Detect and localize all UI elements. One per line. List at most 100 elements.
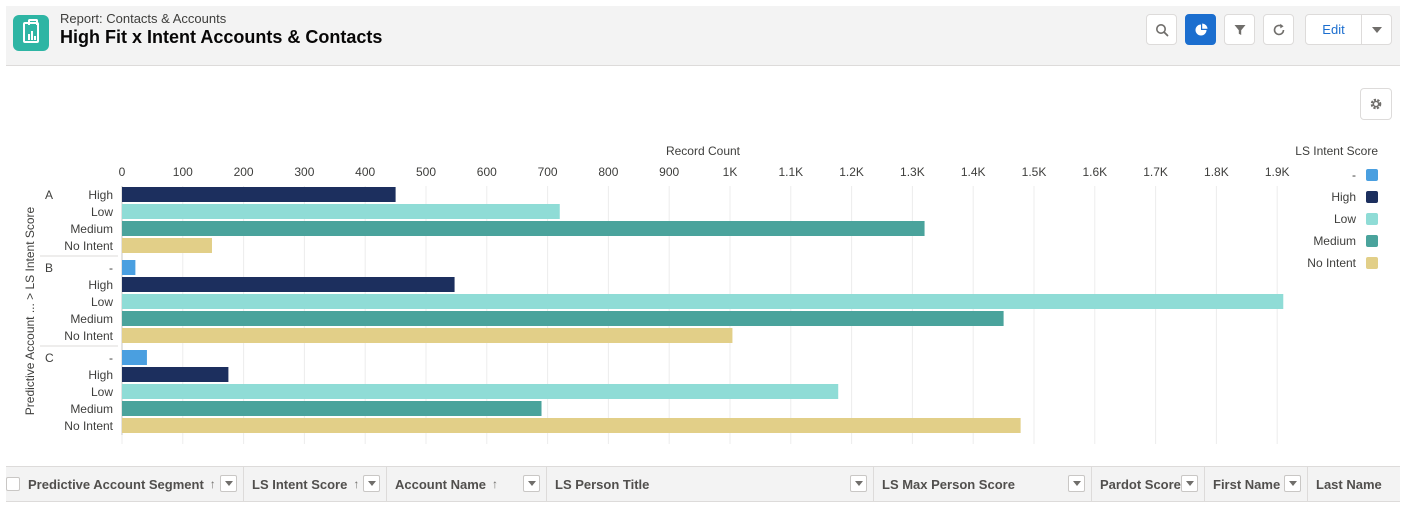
column-label: Account Name [395, 476, 487, 492]
x-tick-label: 1.5K [1022, 165, 1047, 179]
column-header-pardot-score[interactable]: Pardot Score [1092, 467, 1205, 501]
legend-swatch [1366, 213, 1378, 225]
x-tick-label: 800 [598, 165, 618, 179]
gear-icon [1370, 98, 1382, 110]
column-label: Pardot Score [1100, 476, 1181, 492]
report-header: Report: Contacts & Accounts High Fit x I… [6, 6, 1400, 66]
x-tick-label: 0 [119, 165, 126, 179]
search-icon [1155, 23, 1168, 36]
bar [122, 401, 542, 416]
legend-label: Low [1334, 212, 1356, 226]
category-label: Medium [70, 222, 113, 236]
column-header-ls-intent-score[interactable]: LS Intent Score ↑ [244, 467, 387, 501]
legend-swatch [1366, 169, 1378, 181]
column-header-first-name[interactable]: First Name [1205, 467, 1308, 501]
column-menu-button[interactable] [1284, 475, 1301, 492]
category-label: No Intent [64, 239, 113, 253]
x-axis-title: Record Count [666, 144, 741, 158]
legend-label: - [1352, 168, 1356, 182]
edit-button[interactable]: Edit [1305, 14, 1362, 45]
chevron-down-icon [1072, 481, 1081, 486]
category-label: - [109, 351, 113, 365]
search-button[interactable] [1146, 14, 1177, 45]
table-header: Predictive Account Segment ↑ LS Intent S… [6, 466, 1400, 502]
bar [122, 277, 455, 292]
column-menu-button[interactable] [850, 475, 867, 492]
column-label: Last Name [1316, 476, 1382, 492]
x-tick-label: 1K [723, 165, 738, 179]
chevron-down-icon [1371, 26, 1382, 33]
column-menu-button[interactable] [523, 475, 540, 492]
refresh-icon [1273, 23, 1284, 35]
legend-swatch [1366, 257, 1378, 269]
report-icon [13, 15, 49, 51]
category-label: No Intent [64, 419, 113, 433]
y-axis-title: Predictive Account ... > LS Intent Score [23, 206, 37, 415]
chart-toggle-button[interactable] [1185, 14, 1216, 45]
x-tick-label: 1.8K [1204, 165, 1229, 179]
x-tick-label: 300 [294, 165, 314, 179]
column-menu-button[interactable] [220, 475, 237, 492]
column-header-predictive-account-segment[interactable]: Predictive Account Segment ↑ [20, 467, 244, 501]
edit-menu-button[interactable] [1361, 14, 1392, 45]
bar [122, 187, 396, 202]
legend-title: LS Intent Score [1295, 144, 1378, 158]
category-label: Medium [70, 402, 113, 416]
filter-button[interactable] [1224, 14, 1255, 45]
column-header-last-name[interactable]: Last Name [1308, 467, 1400, 501]
x-tick-label: 1.3K [900, 165, 925, 179]
category-label: No Intent [64, 329, 113, 343]
bar-chart: Record Count Predictive Account ... > LS… [23, 144, 1378, 444]
group-label: B [45, 261, 53, 275]
bar [122, 294, 1284, 309]
x-tick-label: 100 [173, 165, 193, 179]
filter-icon [1234, 24, 1245, 35]
sort-ascending-icon: ↑ [209, 477, 216, 491]
bar [122, 367, 229, 382]
chevron-down-icon [224, 481, 233, 486]
report-type-label: Report: Contacts & Accounts [60, 11, 227, 26]
column-label: LS Max Person Score [882, 476, 1015, 492]
column-label: LS Person Title [555, 476, 650, 492]
bar [122, 238, 212, 253]
x-tick-label: 1.1K [778, 165, 803, 179]
bar [122, 260, 136, 275]
x-tick-label: 200 [234, 165, 254, 179]
chevron-down-icon [367, 481, 376, 486]
column-header-ls-max-person-score[interactable]: LS Max Person Score [874, 467, 1092, 501]
legend-swatch [1366, 191, 1378, 203]
column-menu-button[interactable] [1181, 475, 1198, 492]
select-all-checkbox[interactable] [6, 477, 20, 491]
chevron-down-icon [854, 481, 863, 486]
category-label: High [88, 188, 113, 202]
column-menu-button[interactable] [363, 475, 380, 492]
x-tick-label: 700 [538, 165, 558, 179]
category-label: Low [91, 385, 113, 399]
x-tick-label: 1.7K [1143, 165, 1168, 179]
column-label: First Name [1213, 476, 1281, 492]
chevron-down-icon [1288, 481, 1297, 486]
bar [122, 311, 1004, 326]
x-tick-label: 1.9K [1265, 165, 1290, 179]
column-header-ls-person-title[interactable]: LS Person Title [547, 467, 874, 501]
column-menu-button[interactable] [1068, 475, 1085, 492]
bar [122, 328, 733, 343]
bar [122, 221, 925, 236]
legend-label: No Intent [1307, 256, 1356, 270]
chart-icon [1195, 23, 1207, 35]
page-title: High Fit x Intent Accounts & Contacts [60, 27, 383, 47]
chevron-down-icon [1185, 481, 1194, 486]
bar [122, 384, 839, 399]
category-label: High [88, 278, 113, 292]
legend-label: High [1331, 190, 1356, 204]
legend-label: Medium [1313, 234, 1356, 248]
category-label: Low [91, 295, 113, 309]
column-header-account-name[interactable]: Account Name ↑ [387, 467, 547, 501]
chart-settings-button[interactable] [1360, 88, 1392, 120]
category-label: Medium [70, 312, 113, 326]
category-label: Low [91, 205, 113, 219]
x-tick-label: 900 [659, 165, 679, 179]
group-label: C [45, 351, 54, 365]
refresh-button[interactable] [1263, 14, 1294, 45]
sort-ascending-icon: ↑ [353, 477, 360, 491]
